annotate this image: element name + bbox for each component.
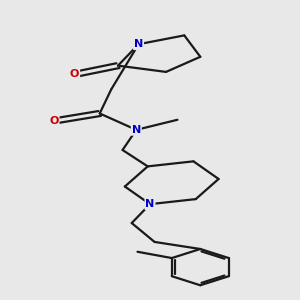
- Text: O: O: [49, 116, 59, 126]
- Text: N: N: [134, 39, 143, 49]
- Text: N: N: [146, 199, 154, 209]
- Text: N: N: [132, 125, 141, 135]
- Text: O: O: [70, 69, 79, 80]
